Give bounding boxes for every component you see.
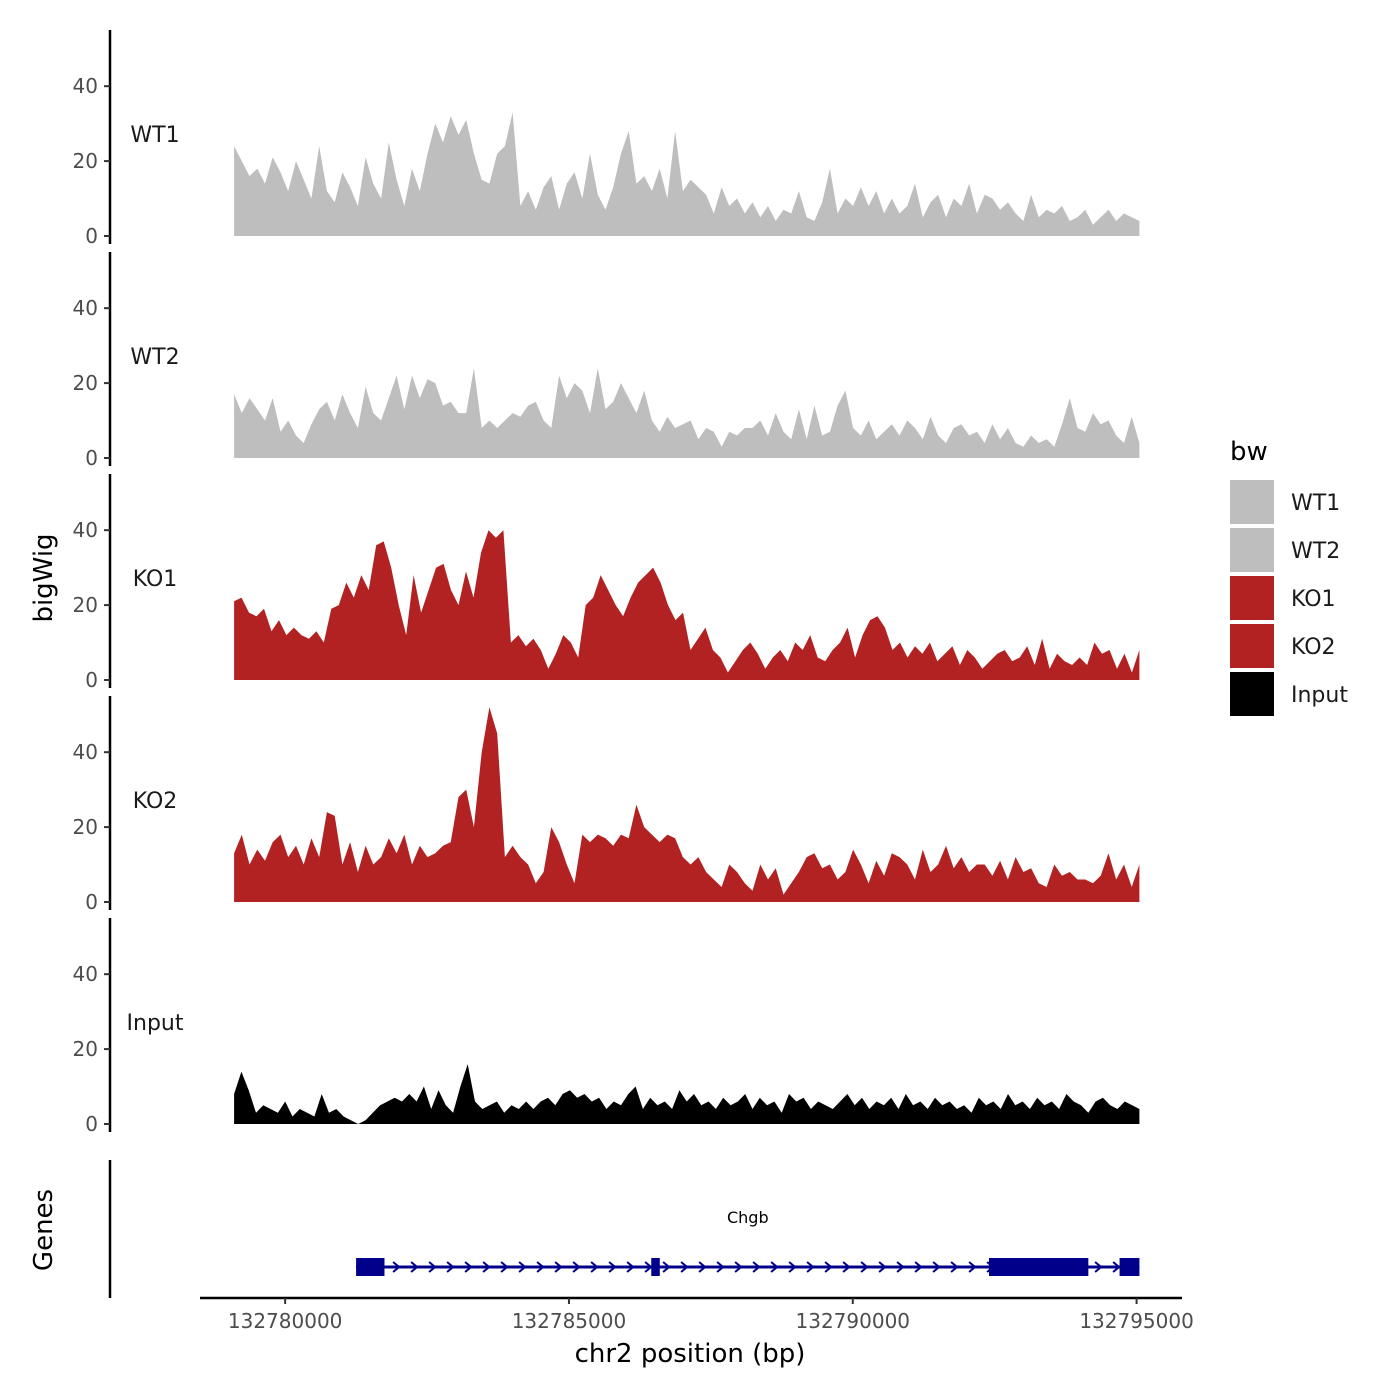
strand-arrow (950, 1261, 959, 1273)
legend-title: bw (1230, 437, 1268, 467)
legend-label-ko1: KO1 (1291, 587, 1336, 612)
strand-arrow (554, 1261, 563, 1273)
x-axis: 132780000 132785000 132790000 132795000 (200, 1296, 1194, 1333)
track-ko1: 0 20 40 KO1 (73, 474, 1140, 692)
strand-arrow (734, 1261, 743, 1273)
gene-track: Genes Chgb (29, 1160, 1140, 1298)
strand-arrow (500, 1261, 509, 1273)
strand-arrow (626, 1261, 635, 1273)
strand-arrow (428, 1261, 437, 1273)
gene-track-title: Genes (29, 1189, 59, 1271)
strand-arrow (392, 1261, 401, 1273)
legend-label-wt1: WT1 (1291, 491, 1340, 516)
y-tick-label: 40 (73, 74, 98, 98)
x-tick-label: 132780000 (228, 1309, 343, 1333)
strand-arrow (896, 1261, 905, 1273)
legend-label-ko2: KO2 (1291, 635, 1336, 660)
strand-arrow (788, 1261, 797, 1273)
y-tick-label: 0 (85, 668, 98, 692)
coverage-area-ko1 (234, 530, 1140, 680)
coverage-area-ko2 (234, 707, 1140, 902)
strand-arrow (968, 1261, 977, 1273)
track-label: KO2 (133, 789, 178, 814)
strand-arrow (446, 1261, 455, 1273)
y-tick-label: 0 (85, 446, 98, 470)
legend-swatch-ko1 (1230, 576, 1274, 620)
legend-swatch-input (1230, 672, 1274, 716)
strand-arrow (842, 1261, 851, 1273)
strand-arrow (410, 1261, 419, 1273)
strand-arrow (824, 1261, 833, 1273)
coverage-area-wt2 (234, 368, 1140, 458)
coverage-area-input (234, 1064, 1140, 1124)
track-input: 0 20 40 Input (73, 918, 1140, 1136)
legend-swatch-ko2 (1230, 624, 1274, 668)
strand-arrow (860, 1261, 869, 1273)
y-tick-label: 20 (73, 1037, 98, 1061)
strand-arrow (932, 1261, 941, 1273)
gene-name-label: Chgb (727, 1208, 769, 1227)
strand-arrow (716, 1261, 725, 1273)
strand-arrow (644, 1261, 653, 1273)
exon (651, 1258, 660, 1276)
exon (989, 1258, 1089, 1276)
y-tick-label: 20 (73, 371, 98, 395)
strand-arrow (770, 1261, 779, 1273)
y-tick-label: 40 (73, 740, 98, 764)
strand-arrow (698, 1261, 707, 1273)
strand-arrow (482, 1261, 491, 1273)
track-label: KO1 (133, 567, 178, 592)
y-tick-label: 40 (73, 962, 98, 986)
strand-arrow (536, 1261, 545, 1273)
x-tick-label: 132795000 (1079, 1309, 1194, 1333)
track-label: Input (127, 1011, 184, 1036)
x-tick-label: 132785000 (512, 1309, 627, 1333)
legend: bw WT1 WT2 KO1 KO2 Input (1230, 437, 1348, 716)
strand-arrow (662, 1261, 671, 1273)
y-tick-label: 20 (73, 149, 98, 173)
coverage-tracks: 0 20 40 WT1 0 20 40 WT2 0 20 40 KO1 0 20 40 KO2 0 20 40 Inp… (73, 30, 1140, 1136)
exon (1119, 1258, 1140, 1276)
strand-arrow (572, 1261, 581, 1273)
strand-arrow (806, 1261, 815, 1273)
strand-arrow (518, 1261, 527, 1273)
strand-arrow (1112, 1261, 1121, 1273)
track-label: WT2 (130, 345, 179, 370)
y-tick-label: 40 (73, 518, 98, 542)
x-axis-title: chr2 position (bp) (575, 1339, 806, 1369)
exon (356, 1258, 385, 1276)
legend-swatch-wt2 (1230, 528, 1274, 572)
track-ko2: 0 20 40 KO2 (73, 696, 1140, 914)
strand-arrow (464, 1261, 473, 1273)
y-axis-title: bigWig (29, 533, 59, 622)
y-tick-label: 20 (73, 593, 98, 617)
strand-arrow (590, 1261, 599, 1273)
x-tick-label: 132790000 (796, 1309, 911, 1333)
coverage-area-wt1 (234, 112, 1140, 236)
y-tick-label: 0 (85, 890, 98, 914)
strand-arrow (680, 1261, 689, 1273)
legend-label-input: Input (1291, 683, 1348, 708)
y-tick-label: 0 (85, 224, 98, 248)
strand-arrow (1094, 1261, 1103, 1273)
track-wt2: 0 20 40 WT2 (73, 252, 1140, 470)
legend-label-wt2: WT2 (1291, 539, 1340, 564)
track-label: WT1 (130, 123, 179, 148)
track-wt1: 0 20 40 WT1 (73, 30, 1140, 248)
y-tick-label: 40 (73, 296, 98, 320)
y-tick-label: 20 (73, 815, 98, 839)
strand-arrow (914, 1261, 923, 1273)
strand-arrow (752, 1261, 761, 1273)
strand-arrow (878, 1261, 887, 1273)
strand-arrow (608, 1261, 617, 1273)
legend-swatch-wt1 (1230, 480, 1274, 524)
y-tick-label: 0 (85, 1112, 98, 1136)
